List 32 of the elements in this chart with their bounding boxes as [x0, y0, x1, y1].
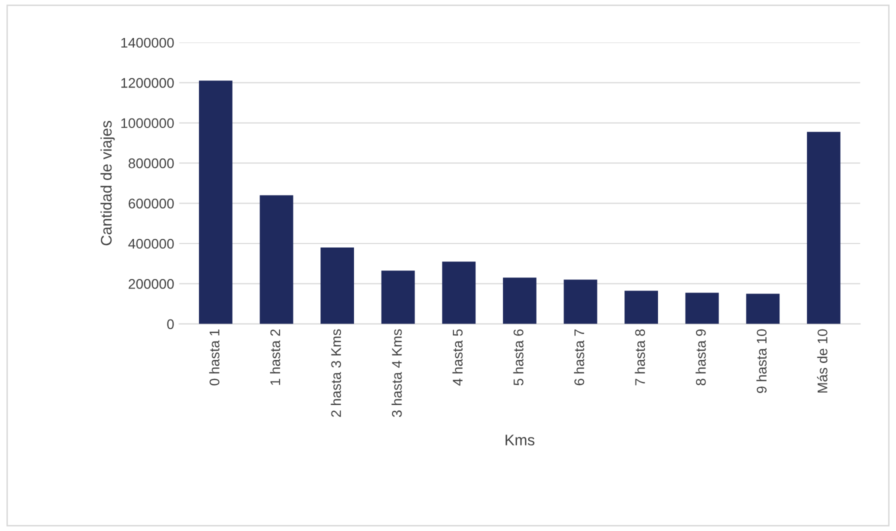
x-tick-label: 6 hasta 7	[574, 329, 584, 386]
x-axis-title: Kms	[506, 434, 534, 446]
x-tick-label: 4 hasta 5	[452, 329, 463, 386]
bar	[381, 270, 415, 324]
x-tick-label: Más de 10	[817, 329, 828, 392]
bar	[260, 195, 294, 324]
y-tick-label: 1200000	[121, 78, 174, 88]
x-tick-label: 2 hasta 3 Kms	[330, 329, 342, 417]
x-tick-label: 1 hasta 2	[270, 329, 280, 385]
bar	[806, 132, 840, 324]
x-tick-label: 7 hasta 8	[634, 329, 646, 386]
y-tick-label: 1000000	[121, 118, 174, 128]
bar	[685, 292, 719, 324]
bar	[624, 290, 658, 324]
y-tick-label: 200000	[128, 279, 174, 289]
x-tick-label: 0 hasta 1	[209, 329, 220, 386]
bar	[320, 248, 354, 324]
y-tick-label: 1400000	[121, 38, 174, 48]
x-tick-label: 5 hasta 6	[513, 329, 524, 386]
bar	[198, 80, 232, 324]
bar	[442, 262, 476, 324]
y-tick-label: 400000	[128, 238, 174, 249]
y-tick-label: 600000	[128, 198, 174, 208]
y-tick-label: 0	[167, 319, 174, 330]
bar	[746, 294, 780, 324]
x-tick-label: 3 hasta 4 Kms	[392, 329, 402, 418]
x-tick-label: 9 hasta 10	[756, 329, 767, 393]
y-tick-label: 800000	[128, 158, 174, 168]
y-axis-title: Cantidad de viajes	[100, 120, 115, 246]
bar	[502, 278, 536, 324]
x-tick-label: 8 hasta 9	[696, 329, 706, 386]
bar	[564, 280, 598, 324]
